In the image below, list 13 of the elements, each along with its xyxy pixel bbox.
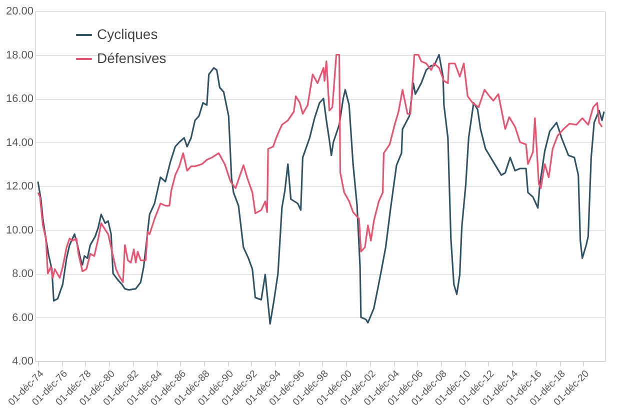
y-tick-label: 4.00 [12, 356, 34, 368]
legend-label: Défensives [97, 50, 166, 66]
y-tick-label: 18.00 [6, 49, 34, 62]
legend-label: Cycliques [97, 26, 158, 42]
y-tick-label: 14.00 [6, 136, 34, 149]
y-tick-label: 16.00 [6, 93, 34, 105]
y-tick-label: 10.00 [6, 224, 34, 236]
line-series [37, 54, 605, 325]
line-series [37, 54, 603, 284]
y-tick-label: 20.00 [6, 6, 34, 18]
y-tick-label: 12.00 [6, 180, 34, 192]
y-tick-label: 6.00 [12, 312, 34, 324]
y-tick-label: 8.00 [12, 268, 34, 280]
